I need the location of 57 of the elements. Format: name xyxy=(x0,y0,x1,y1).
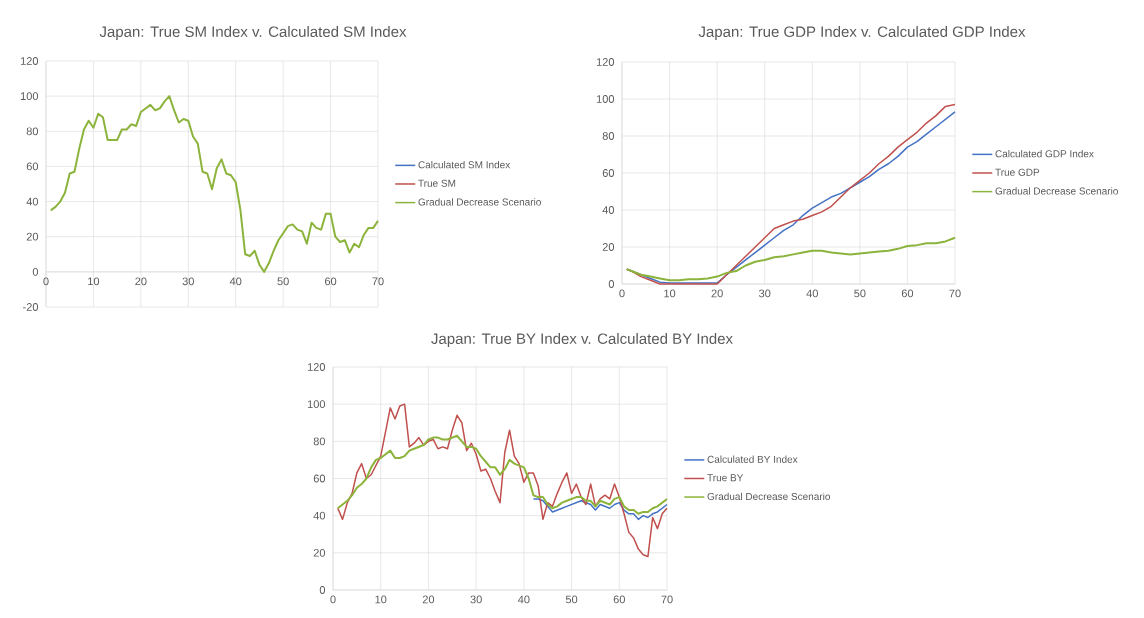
x-tick-label: 70 xyxy=(949,289,961,298)
x-tick-label: 20 xyxy=(711,289,723,298)
legend-label: True GDP xyxy=(995,168,1040,176)
y-tick-label: 0 xyxy=(319,586,326,594)
legend-label: True SM xyxy=(418,179,456,187)
legend-label: Calculated GDP Index xyxy=(995,150,1094,158)
x-tick-label: 70 xyxy=(372,277,384,286)
x-tick-label: 50 xyxy=(854,289,866,298)
y-tick-label: 120 xyxy=(596,58,615,66)
chart-title: Japan: True BY Index v. Calculated BY Index xyxy=(431,333,733,347)
y-tick-label: 100 xyxy=(20,92,39,101)
x-tick-label: 0 xyxy=(43,277,49,286)
x-tick-label: 50 xyxy=(565,595,578,604)
x-tick-label: 60 xyxy=(613,595,625,604)
y-tick-label: 80 xyxy=(313,437,326,446)
y-tick-label: 0 xyxy=(32,267,39,276)
y-tick-label: 80 xyxy=(602,132,615,140)
x-tick-label: 50 xyxy=(277,277,289,286)
x-tick-label: 10 xyxy=(664,289,676,298)
y-tick-label: 100 xyxy=(596,95,615,103)
y-tick-label: -20 xyxy=(23,303,39,311)
x-tick-label: 40 xyxy=(518,595,530,604)
x-tick-label: 70 xyxy=(661,595,673,604)
y-tick-label: 100 xyxy=(307,400,326,409)
y-tick-label: 20 xyxy=(26,232,39,241)
x-tick-label: 20 xyxy=(135,277,147,286)
x-tick-label: 10 xyxy=(88,277,100,286)
y-tick-label: 120 xyxy=(307,363,326,371)
legend-label: Gradual Decrease Scenario xyxy=(995,187,1118,195)
x-tick-label: 10 xyxy=(375,595,387,604)
x-tick-label: 30 xyxy=(182,277,194,286)
chart-title: Japan: True SM Index v. Calculated SM Index xyxy=(99,26,407,40)
x-tick-label: 0 xyxy=(330,595,336,604)
y-tick-label: 20 xyxy=(313,548,326,557)
y-tick-label: 40 xyxy=(313,511,326,520)
x-tick-label: 40 xyxy=(806,289,818,298)
y-tick-label: 20 xyxy=(602,243,615,251)
x-tick-label: 40 xyxy=(229,277,242,286)
x-tick-label: 60 xyxy=(325,277,337,286)
legend-label: Calculated SM Index xyxy=(418,161,511,169)
y-tick-label: 40 xyxy=(26,197,39,206)
y-tick-label: 60 xyxy=(26,162,39,171)
y-tick-label: 80 xyxy=(26,127,39,136)
chart-title: Japan: True GDP Index v. Calculated GDP Index xyxy=(698,26,1026,40)
x-tick-label: 30 xyxy=(759,289,771,298)
y-tick-label: 60 xyxy=(602,169,615,177)
legend-label: Calculated BY Index xyxy=(707,455,798,463)
x-tick-label: 60 xyxy=(901,289,914,298)
y-tick-label: 120 xyxy=(20,57,39,65)
x-tick-label: 20 xyxy=(422,595,435,604)
legend-label: Gradual Decrease Scenario xyxy=(707,492,831,501)
y-tick-label: 60 xyxy=(313,474,326,483)
y-tick-label: 40 xyxy=(602,206,615,214)
legend-label: Gradual Decrease Scenario xyxy=(418,198,541,206)
x-tick-label: 30 xyxy=(470,595,482,604)
x-tick-label: 0 xyxy=(619,289,625,298)
legend-label: True BY xyxy=(707,474,744,482)
